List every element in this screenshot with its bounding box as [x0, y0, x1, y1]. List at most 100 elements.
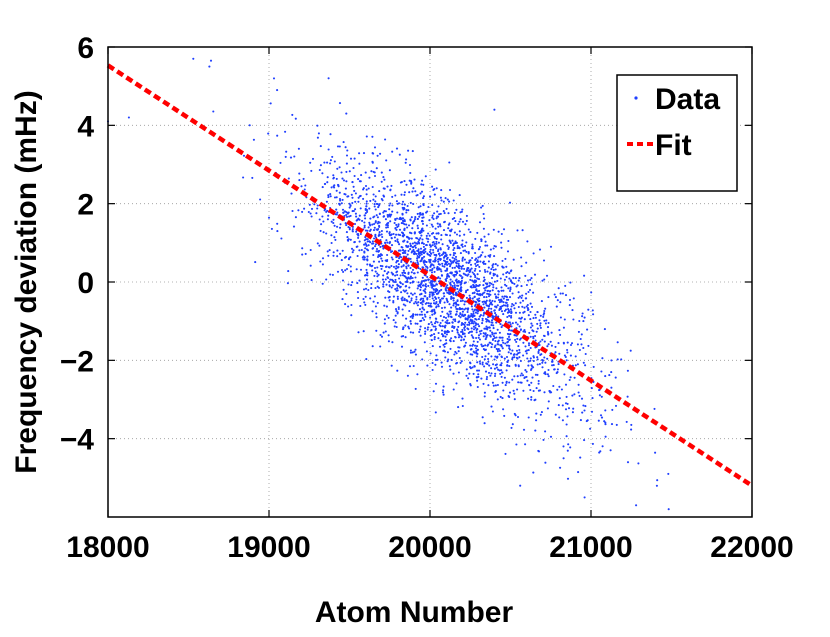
data-point: [425, 244, 428, 247]
data-point: [394, 218, 397, 222]
data-point: [448, 239, 451, 242]
data-point: [466, 317, 469, 320]
data-point: [518, 311, 521, 314]
data-point: [369, 217, 372, 220]
data-point: [517, 364, 520, 367]
data-point: [487, 343, 490, 346]
data-point: [506, 332, 509, 335]
data-point: [381, 235, 384, 239]
data-point: [452, 248, 455, 252]
data-point: [457, 262, 460, 265]
data-point: [333, 236, 336, 239]
data-point: [402, 264, 405, 267]
data-point: [341, 177, 344, 180]
data-point: [492, 317, 495, 320]
data-point: [396, 240, 399, 243]
data-point: [320, 223, 323, 226]
data-point: [267, 216, 271, 219]
data-point: [490, 346, 493, 349]
data-point: [505, 271, 508, 275]
data-point: [326, 161, 329, 164]
data-point: [401, 203, 404, 206]
data-point: [495, 366, 498, 369]
data-point: [372, 229, 376, 232]
data-point: [509, 308, 512, 311]
data-point: [340, 259, 343, 262]
data-point: [357, 196, 360, 199]
data-point: [439, 277, 442, 280]
data-point: [416, 227, 420, 230]
data-point: [505, 355, 509, 359]
data-point: [358, 152, 361, 155]
data-point: [418, 238, 421, 241]
data-point: [465, 214, 468, 217]
data-point: [418, 215, 421, 218]
data-point: [471, 271, 474, 274]
data-point: [433, 193, 436, 196]
data-point: [446, 360, 449, 363]
data-point: [417, 240, 420, 243]
data-point: [454, 350, 457, 353]
data-point: [422, 183, 425, 186]
data-point: [526, 379, 529, 382]
data-point: [387, 340, 390, 343]
data-point: [412, 364, 415, 368]
data-point: [579, 419, 582, 422]
data-point: [469, 319, 472, 322]
data-point: [447, 247, 450, 251]
data-point: [481, 355, 484, 359]
data-point: [395, 200, 398, 203]
data-point: [569, 354, 572, 357]
data-point: [352, 209, 355, 213]
data-point: [388, 266, 391, 269]
data-point: [429, 305, 432, 308]
data-point: [415, 302, 418, 305]
data-point: [460, 307, 463, 311]
data-point: [396, 259, 400, 262]
data-point: [519, 484, 522, 487]
data-point: [592, 313, 595, 316]
legend-fit-label: Fit: [655, 129, 692, 162]
data-point: [453, 217, 456, 220]
data-point: [486, 292, 489, 295]
data-point: [422, 261, 425, 264]
data-point: [471, 319, 474, 322]
data-point: [423, 318, 426, 321]
data-point: [507, 239, 510, 243]
data-point: [499, 323, 502, 326]
data-point: [489, 248, 492, 251]
data-point: [343, 210, 346, 213]
data-point: [364, 212, 367, 215]
data-point: [441, 319, 444, 322]
data-point: [417, 256, 421, 259]
data-point: [497, 293, 500, 296]
data-point: [577, 391, 580, 394]
data-point: [547, 375, 550, 378]
data-point: [410, 299, 413, 302]
data-point: [447, 262, 450, 265]
data-point: [386, 185, 389, 188]
data-point: [350, 193, 353, 196]
data-point: [476, 263, 479, 267]
data-point: [510, 329, 513, 332]
data-point: [432, 248, 435, 252]
data-point: [431, 203, 434, 207]
data-point: [440, 270, 443, 273]
data-point: [471, 247, 474, 250]
data-point: [521, 294, 524, 297]
data-point: [429, 195, 432, 198]
data-point: [333, 160, 336, 163]
data-point: [482, 314, 485, 317]
data-point: [465, 261, 468, 264]
data-point: [391, 195, 394, 198]
data-point: [472, 325, 475, 328]
data-point: [272, 77, 276, 80]
data-point: [511, 349, 514, 352]
data-point: [536, 310, 539, 314]
data-point: [434, 168, 437, 171]
data-point: [521, 299, 525, 302]
data-point: [394, 308, 398, 311]
data-point: [293, 155, 296, 158]
data-point: [310, 207, 314, 210]
data-point: [395, 265, 398, 268]
